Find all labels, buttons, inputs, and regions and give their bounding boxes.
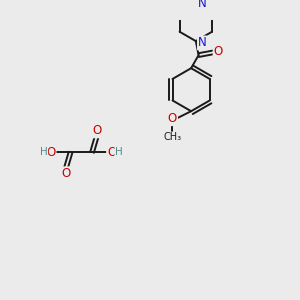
Text: O: O xyxy=(214,45,223,58)
Text: H: H xyxy=(115,147,123,157)
Text: O: O xyxy=(46,146,56,159)
Text: O: O xyxy=(92,124,101,137)
Text: O: O xyxy=(107,146,116,159)
Text: H: H xyxy=(40,147,47,157)
Text: N: N xyxy=(198,37,207,50)
Text: CH₃: CH₃ xyxy=(164,132,181,142)
Text: O: O xyxy=(168,112,177,125)
Text: N: N xyxy=(198,0,207,10)
Text: O: O xyxy=(61,167,70,180)
